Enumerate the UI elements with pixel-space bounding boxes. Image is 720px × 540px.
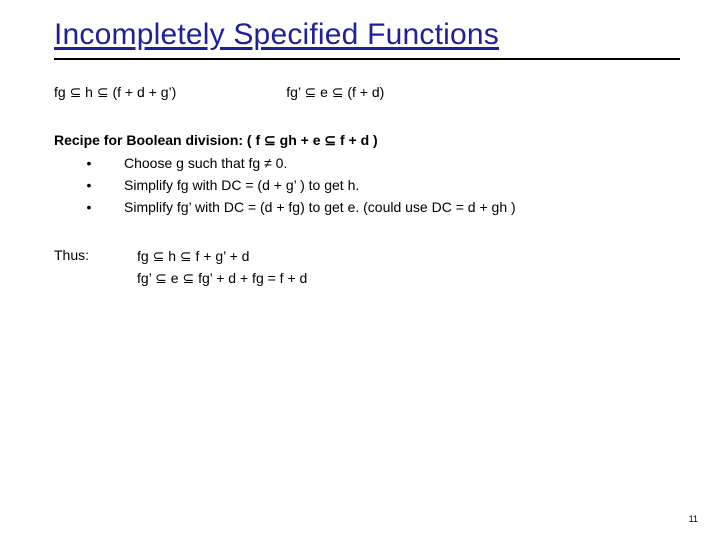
- thus-line: fg ⊆ h ⊆ f + g’ + d: [137, 246, 307, 266]
- thus-block: fg ⊆ h ⊆ f + g’ + d fg’ ⊆ e ⊆ fg’ + d + …: [137, 245, 307, 289]
- page-title: Incompletely Specified Functions: [54, 18, 680, 52]
- subset-pair-right: fg’ ⊆ e ⊆ (f + d): [286, 82, 384, 102]
- bullet-icon: •: [54, 197, 124, 217]
- bullet-text: Choose g such that fg ≠ 0.: [124, 153, 287, 173]
- subset-pair-row: fg ⊆ h ⊆ (f + d + g’) fg’ ⊆ e ⊆ (f + d): [54, 82, 680, 102]
- slide: Incompletely Specified Functions fg ⊆ h …: [0, 0, 720, 540]
- thus-row: Thus: fg ⊆ h ⊆ f + g’ + d fg’ ⊆ e ⊆ fg’ …: [54, 245, 680, 289]
- subset-pair-left: fg ⊆ h ⊆ (f + d + g’): [54, 82, 176, 102]
- list-item: • Simplify fg’ with DC = (d + fg) to get…: [54, 197, 680, 217]
- thus-label: Thus:: [54, 245, 89, 265]
- list-item: • Choose g such that fg ≠ 0.: [54, 153, 680, 173]
- thus-line: fg’ ⊆ e ⊆ fg’ + d + fg = f + d: [137, 268, 307, 288]
- list-item: • Simplify fg with DC = (d + g’ ) to get…: [54, 175, 680, 195]
- title-rule: [54, 58, 680, 60]
- bullet-list: • Choose g such that fg ≠ 0. • Simplify …: [54, 153, 680, 218]
- bullet-icon: •: [54, 153, 124, 173]
- bullet-text: Simplify fg with DC = (d + g’ ) to get h…: [124, 175, 359, 195]
- bullet-text: Simplify fg’ with DC = (d + fg) to get e…: [124, 197, 516, 217]
- recipe-heading: Recipe for Boolean division: ( f ⊆ gh + …: [54, 130, 680, 150]
- bullet-icon: •: [54, 175, 124, 195]
- page-number: 11: [689, 514, 698, 524]
- body-content: fg ⊆ h ⊆ (f + d + g’) fg’ ⊆ e ⊆ (f + d) …: [54, 82, 680, 289]
